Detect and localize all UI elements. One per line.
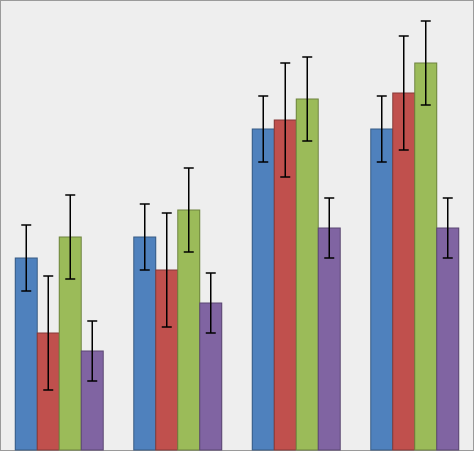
error-bar [161, 212, 172, 328]
bar [370, 128, 394, 451]
error-bar [324, 197, 335, 259]
error-bar [376, 95, 387, 163]
error-bar [258, 95, 269, 163]
bar [414, 62, 438, 451]
bar [317, 227, 341, 451]
error-bar [302, 56, 313, 142]
bar [251, 128, 275, 451]
error-bar [43, 275, 54, 391]
error-bar [205, 272, 216, 334]
bar [436, 227, 460, 451]
error-bar [280, 62, 291, 178]
error-bar [139, 203, 150, 271]
error-bar [87, 320, 98, 382]
error-bar [21, 224, 32, 292]
bar [295, 98, 319, 451]
error-bar [420, 20, 431, 106]
error-bar [442, 197, 453, 259]
error-bar [65, 194, 76, 280]
error-bar [398, 35, 409, 151]
error-bar [183, 167, 194, 253]
